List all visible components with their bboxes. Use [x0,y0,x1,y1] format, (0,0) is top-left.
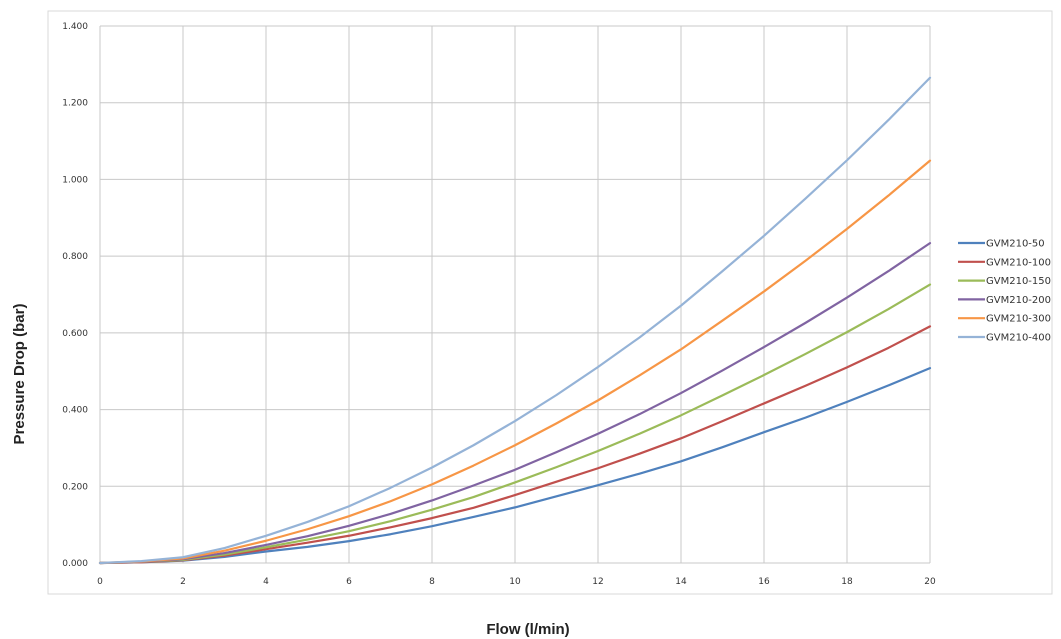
series-line-gvm210-150 [98,283,932,565]
legend-label: GVM210-100 [986,257,1051,268]
x-axis-ticks: 0 2 4 6 8 10 12 14 16 18 20 [97,577,936,587]
x-tick-label: 4 [263,577,269,587]
series-line-gvm210-50 [98,367,932,565]
x-tick-label: 18 [841,577,853,587]
grid [99,25,931,564]
legend-label: GVM210-300 [986,314,1051,325]
y-tick-label: 1.000 [62,175,88,185]
x-tick-label: 16 [758,577,770,587]
x-tick-label: 12 [592,577,603,587]
y-axis-ticks: 0.000 0.200 0.400 0.600 0.800 1.000 1.200 1.400 [62,22,88,569]
x-tick-label: 20 [924,577,936,587]
series-line-gvm210-300 [98,159,932,565]
y-tick-label: 1.400 [62,22,88,32]
x-tick-label: 14 [675,577,687,587]
legend-label: GVM210-200 [986,295,1051,306]
legend: GVM210-50 GVM210-100 GVM210-150 GVM210-200 G… [958,239,1051,344]
legend-label: GVM210-150 [986,276,1051,287]
series-line-gvm210-100 [98,325,932,565]
x-tick-label: 2 [180,577,186,587]
x-axis-title: Flow (l/min) [486,621,569,638]
x-tick-label: 8 [429,577,435,587]
series-lines [98,76,932,565]
y-tick-label: 0.600 [62,329,88,339]
chart-frame [47,10,1053,595]
y-tick-label: 0.800 [62,252,88,262]
y-axis-title: Pressure Drop (bar) [11,304,28,445]
x-tick-label: 0 [97,577,103,587]
series-line-gvm210-200 [98,242,932,565]
y-tick-label: 0.000 [62,559,88,569]
y-tick-label: 0.400 [62,406,88,416]
legend-label: GVM210-400 [986,333,1051,344]
y-tick-label: 0.200 [62,482,88,492]
y-tick-label: 1.200 [62,99,88,109]
x-tick-label: 10 [509,577,521,587]
legend-label: GVM210-50 [986,239,1045,250]
x-tick-label: 6 [346,577,352,587]
series-line-gvm210-400 [98,76,932,565]
